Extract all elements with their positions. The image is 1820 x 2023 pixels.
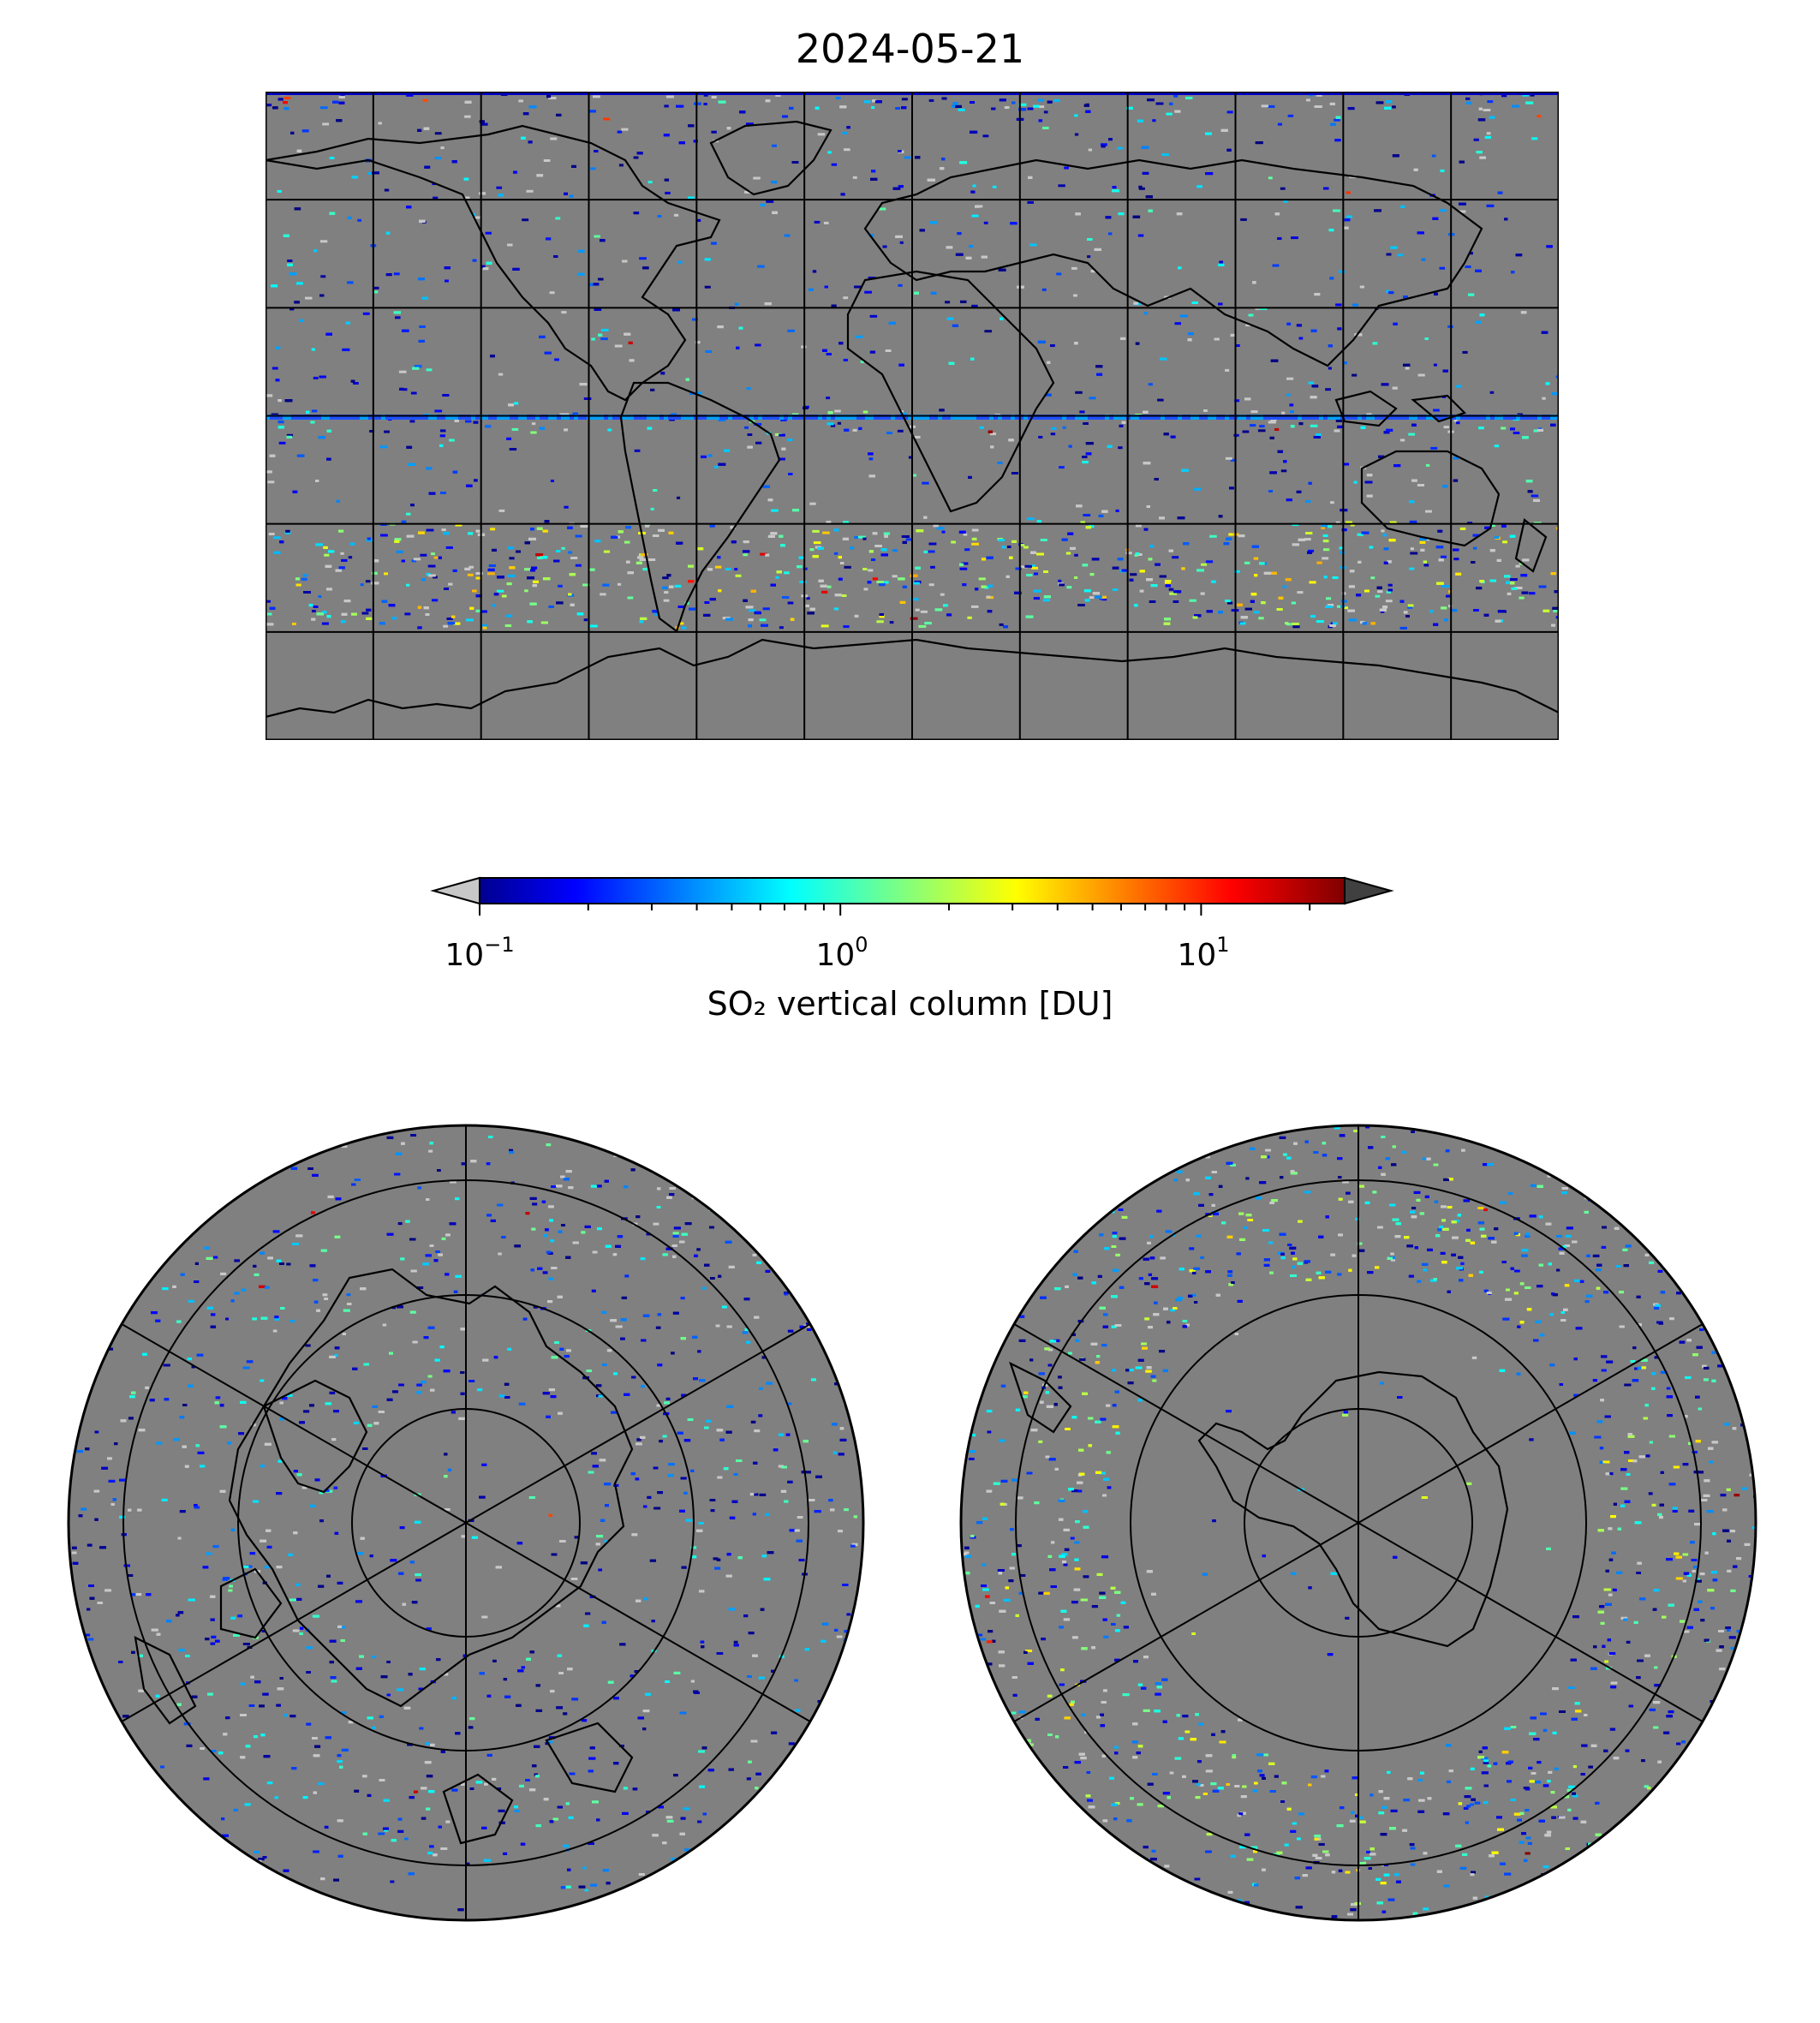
- colorbar-tick-labels: 10−1 100 101: [445, 933, 1229, 973]
- colorbar-over-extension: [1344, 876, 1394, 905]
- gridlines: [1009, 1125, 1708, 1920]
- gridlines: [266, 92, 1559, 740]
- coastlines: [266, 120, 1559, 719]
- map-frame: [67, 1124, 865, 1922]
- colorbar-under-extension: [430, 876, 480, 905]
- south-polar-map: [959, 1124, 1757, 1922]
- colorbar-label: SO₂ vertical column [DU]: [707, 985, 1113, 1023]
- so2-pixels: [71, 1134, 863, 1915]
- so2-pixels: [962, 1125, 1756, 1919]
- gridlines: [116, 1125, 815, 1920]
- global-map: [266, 92, 1559, 740]
- so2-pixels: [266, 92, 1559, 630]
- colorbar-gradient: [479, 877, 1346, 904]
- colorbar: 10−1 100 101: [430, 876, 1394, 973]
- tick-label-3: 101: [1177, 933, 1229, 973]
- tick-label-2: 100: [815, 933, 868, 973]
- map-frame: [959, 1124, 1757, 1922]
- colorbar-ticks: [479, 904, 1311, 916]
- figure-title: 2024-05-21: [795, 26, 1025, 72]
- tick-label-1: 10−1: [445, 933, 514, 973]
- coastlines: [134, 1268, 634, 1845]
- north-polar-map: [67, 1124, 865, 1922]
